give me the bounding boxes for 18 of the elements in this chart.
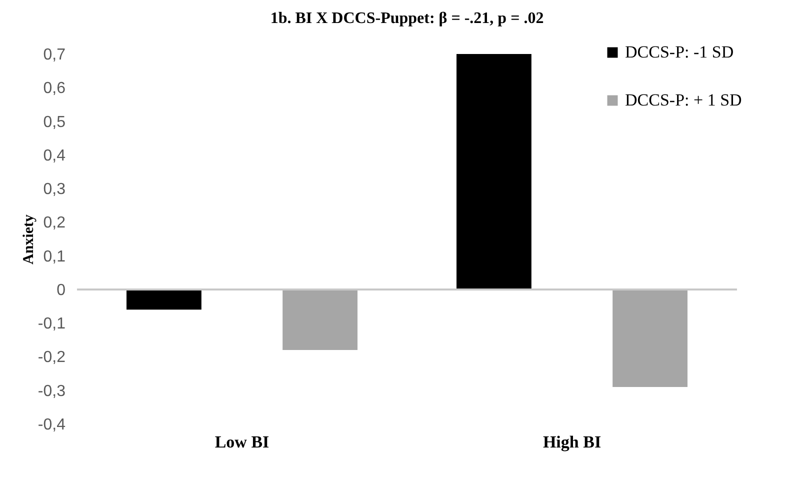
- legend-label: DCCS-P: -1 SD: [625, 42, 734, 62]
- y-tick-label: 0,2: [43, 214, 66, 232]
- y-tick-label: -0,1: [38, 316, 66, 333]
- y-tick-label: -0,4: [38, 416, 66, 434]
- x-tick-label: High BI: [542, 432, 602, 452]
- y-axis-title: Anxiety: [20, 214, 37, 264]
- legend-label: DCCS-P: + 1 SD: [625, 90, 742, 110]
- y-tick-label: 0,7: [43, 46, 66, 64]
- chart-title: 1b. BI X DCCS-Puppet: β = -.21, p = .02: [270, 10, 544, 27]
- y-tick-label: 0,5: [43, 114, 66, 131]
- x-tick-label: Low BI: [214, 432, 270, 452]
- y-tick-label: -0,2: [38, 349, 66, 366]
- y-tick-label: 0,4: [43, 147, 66, 164]
- y-tick-label: 0,6: [43, 80, 66, 98]
- y-tick-label: 0,3: [43, 181, 66, 198]
- y-tick-label: -0,3: [38, 382, 66, 400]
- y-tick-label: 0,1: [43, 248, 66, 266]
- y-tick-label: 0: [56, 282, 66, 299]
